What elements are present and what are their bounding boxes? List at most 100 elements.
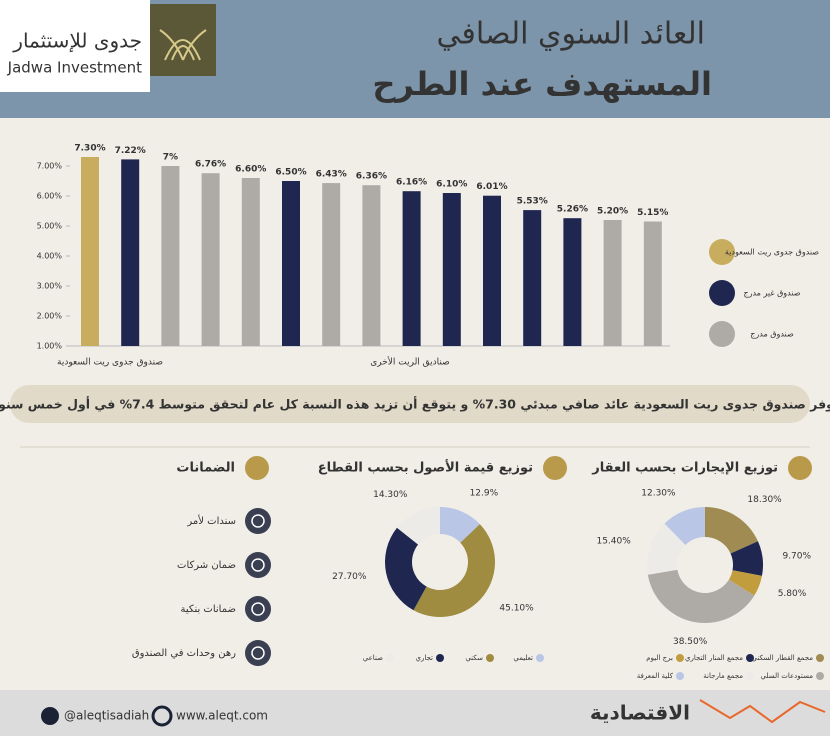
value-label: 5.20%: [597, 207, 628, 217]
value-label: 15.40%: [596, 536, 631, 546]
legend-label: صناعي: [363, 654, 383, 662]
legend-swatch: [536, 654, 544, 662]
banner-box: [10, 385, 810, 423]
guarantee-icon: [245, 640, 271, 666]
bar: [201, 173, 220, 346]
value-label: 9.70%: [782, 551, 811, 561]
brand-decor: [699, 699, 826, 724]
bar: [402, 191, 421, 346]
guarantee-icon: [245, 596, 271, 622]
bar: [241, 178, 260, 346]
value-label: 12.9%: [470, 489, 499, 499]
logo-english: Jadwa Investment: [7, 59, 142, 77]
section-title: توزيع قيمة الأصول بحسب القطاع: [318, 459, 533, 476]
footer-band: [0, 690, 830, 736]
value-label: 6.76%: [195, 160, 226, 170]
bar: [362, 185, 381, 346]
legend-swatch: [386, 654, 394, 662]
guarantee-item: سندات لأمر: [186, 514, 236, 527]
donut-segment: [647, 569, 755, 623]
legend-swatch: [746, 654, 754, 662]
bar: [161, 166, 180, 346]
legend-label: صندوق غير مدرج: [743, 289, 800, 298]
donut-segment: [728, 570, 762, 596]
donut-segment: [664, 507, 705, 545]
value-label: 5.80%: [778, 589, 807, 599]
legend-label: صندوق جدوى ريت السعودية: [725, 248, 819, 257]
guarantee-item: رهن وحدات في الصندوق: [132, 648, 236, 659]
heading-icon: [788, 456, 812, 480]
twitter-handle: @aleqtisadiah: [64, 709, 149, 723]
group-label: صناديق الريت الأخرى: [370, 356, 450, 368]
guarantee-icon-inner: [251, 558, 265, 572]
value-label: 6.10%: [436, 180, 467, 190]
guarantee-icon: [245, 508, 271, 534]
section-title: توزيع الإيجارات بحسب العقار: [591, 461, 778, 476]
bar: [643, 221, 662, 346]
guarantee-item: ضمان شركات: [177, 560, 236, 571]
legend-swatch: [816, 654, 824, 662]
bar: [282, 181, 300, 346]
title-line2: المستهدف عند الطرح: [372, 65, 712, 103]
value-label: 6.01%: [476, 182, 507, 192]
logo-arabic: جدوى للإستثمار: [12, 29, 142, 53]
twitter-icon: [41, 707, 59, 725]
website: www.aleqt.com: [176, 709, 268, 723]
value-label: 6.36%: [356, 172, 387, 182]
bar: [523, 210, 542, 346]
y-tick-label: 4.00%: [37, 252, 63, 261]
legend-label: صندوق مدرج: [750, 330, 794, 339]
guarantee-icon-inner: [251, 602, 265, 616]
bar: [483, 195, 501, 346]
donut-segment: [705, 507, 758, 554]
bar: [121, 159, 140, 346]
bar: [322, 183, 341, 346]
bar: [81, 157, 99, 346]
bar: [442, 193, 461, 346]
value-label: 7.22%: [115, 146, 146, 156]
guarantees-title: الضمانات: [176, 461, 235, 476]
guarantee-icon-inner: [251, 646, 265, 660]
y-tick-label: 6.00%: [37, 192, 63, 201]
value-label: 6.43%: [316, 170, 347, 180]
value-label: 12.30%: [641, 488, 676, 498]
donut-segment: [396, 507, 440, 545]
value-label: 18.30%: [747, 495, 782, 505]
legend-swatch: [709, 239, 735, 265]
legend-swatch: [816, 672, 824, 680]
value-label: 45.10%: [499, 603, 534, 613]
legend-swatch: [709, 321, 735, 347]
heading-icon: [543, 456, 567, 480]
title-line1: العائد السنوي الصافي: [436, 17, 705, 52]
legend-swatch: [709, 280, 735, 306]
donut-segment: [647, 523, 686, 575]
value-label: 5.15%: [637, 208, 668, 218]
value-label: 14.30%: [373, 490, 408, 500]
guarantees: الضمانات: [176, 456, 269, 480]
bar: [563, 218, 582, 346]
legend-swatch: [746, 672, 754, 680]
legend-label: برج اليوم: [646, 654, 673, 662]
guarantee-item: ضمانات بنكية: [181, 604, 236, 615]
y-tick-label: 7.00%: [37, 162, 63, 171]
legend-label: مستودعات السلي: [761, 672, 814, 680]
guarantee-icon-inner: [251, 514, 265, 528]
legend-label: كلية المعرفة: [637, 672, 674, 680]
legend-swatch: [486, 654, 494, 662]
value-label: 27.70%: [332, 572, 367, 582]
logo-area: [0, 0, 150, 92]
legend-label: تعليمي: [513, 654, 533, 662]
legend-label: مجمع مارجانة: [703, 672, 743, 680]
logo-icon: [159, 29, 207, 61]
value-label: 5.53%: [517, 197, 548, 207]
brand: الاقتصادية: [590, 701, 690, 725]
y-tick-label: 3.00%: [37, 282, 63, 291]
legend-swatch: [676, 672, 684, 680]
y-tick-label: 5.00%: [37, 222, 63, 231]
y-tick-label: 2.00%: [37, 312, 63, 321]
legend-label: سكني: [465, 654, 483, 662]
value-label: 6.50%: [275, 168, 306, 178]
legend-swatch: [676, 654, 684, 662]
legend-label: مجمع القطار السكني: [752, 654, 814, 662]
